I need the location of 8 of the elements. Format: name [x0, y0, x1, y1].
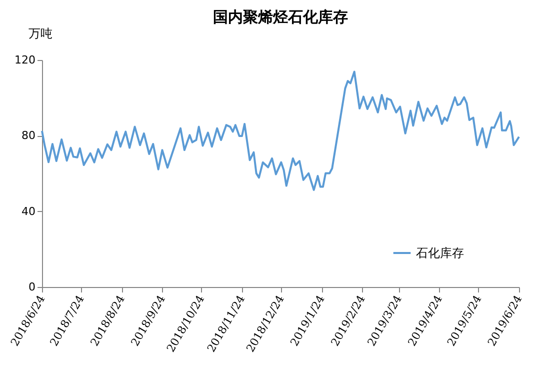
y-axis-title: 万吨 — [28, 26, 52, 40]
y-tick-label: 120 — [14, 54, 36, 66]
legend-label: 石化库存 — [416, 246, 464, 260]
chart-title: 国内聚烯烃石化库存 — [213, 8, 348, 26]
y-tick-label: 40 — [22, 204, 36, 218]
line-series — [41, 70, 520, 191]
y-tick-label: 0 — [28, 280, 36, 294]
y-tick-label: 80 — [22, 129, 36, 142]
